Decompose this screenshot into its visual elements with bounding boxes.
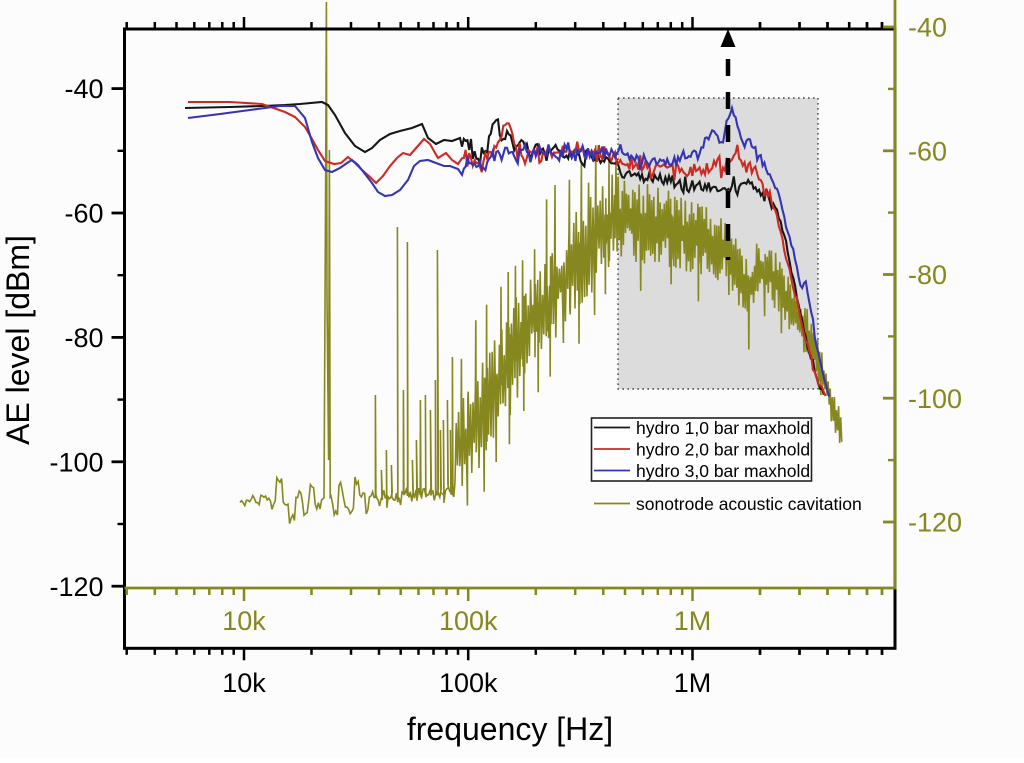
svg-text:1M: 1M: [674, 606, 712, 636]
svg-text:-80: -80: [64, 323, 103, 353]
svg-text:-60: -60: [908, 136, 947, 166]
svg-text:10k: 10k: [222, 668, 266, 698]
svg-text:AE level [dBm]: AE level [dBm]: [0, 235, 36, 445]
svg-text:-40: -40: [64, 74, 103, 104]
svg-text:-120: -120: [49, 572, 103, 602]
svg-text:hydro 1,0 bar maxhold: hydro 1,0 bar maxhold: [636, 418, 810, 438]
svg-text:-40: -40: [908, 13, 947, 43]
svg-text:-120: -120: [908, 508, 962, 538]
svg-text:100k: 100k: [439, 668, 498, 698]
svg-text:1M: 1M: [674, 668, 712, 698]
svg-text:hydro 3,0 bar maxhold: hydro 3,0 bar maxhold: [636, 461, 810, 481]
svg-text:-80: -80: [908, 260, 947, 290]
svg-text:hydro 2,0 bar maxhold: hydro 2,0 bar maxhold: [636, 439, 810, 459]
svg-text:10k: 10k: [222, 606, 266, 636]
svg-text:-100: -100: [49, 447, 103, 477]
svg-text:sonotrode acoustic cavitation: sonotrode acoustic cavitation: [636, 494, 862, 514]
svg-text:-100: -100: [908, 384, 962, 414]
svg-text:100k: 100k: [439, 606, 498, 636]
svg-text:-60: -60: [64, 199, 103, 229]
svg-text:frequency [Hz]: frequency [Hz]: [407, 711, 613, 747]
